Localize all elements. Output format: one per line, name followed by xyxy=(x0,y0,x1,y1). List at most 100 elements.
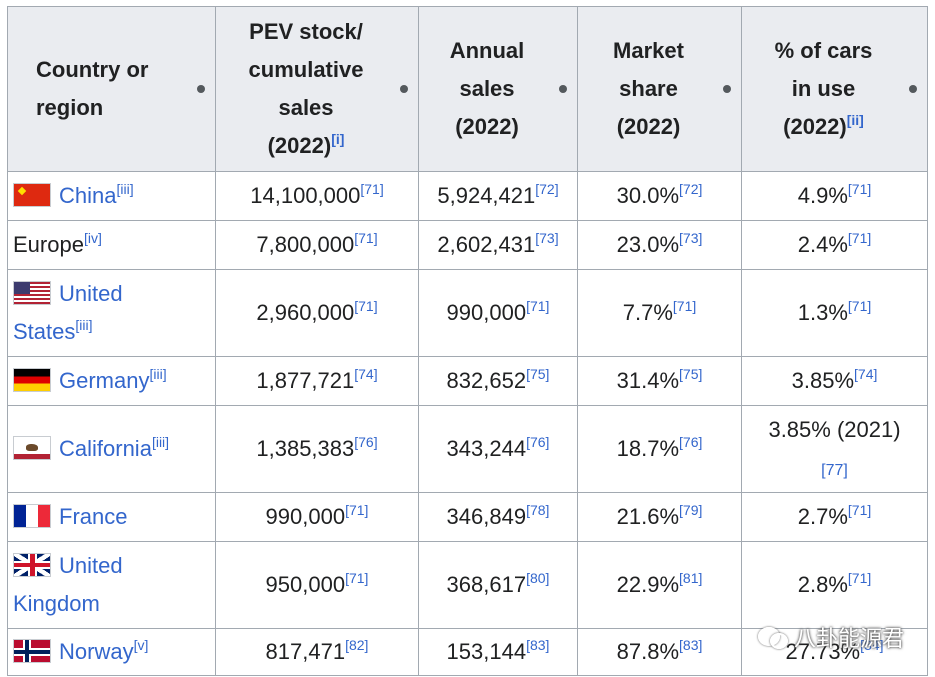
country-cell[interactable]: United States[iii] xyxy=(7,269,216,357)
stock-value: 990,000 xyxy=(265,504,346,529)
reference-link[interactable]: [74] xyxy=(854,366,878,382)
country-name[interactable]: United xyxy=(59,281,123,306)
reference-link[interactable]: [83] xyxy=(679,637,703,653)
country-name[interactable]: Kingdom xyxy=(13,591,100,616)
reference-link[interactable]: [71] xyxy=(354,230,378,246)
inuse-value: 27.73% xyxy=(785,639,861,664)
country-name[interactable]: France xyxy=(59,504,128,529)
country-name[interactable]: States xyxy=(13,319,76,344)
reference-link[interactable]: [82] xyxy=(345,637,369,653)
reference-link[interactable]: [84] xyxy=(860,637,884,653)
share-cell: 87.8%[83] xyxy=(577,628,742,676)
reference-link[interactable]: [75] xyxy=(526,366,550,382)
sales-value: 343,244 xyxy=(446,436,527,461)
sort-icon[interactable] xyxy=(197,85,205,93)
country-name[interactable]: Norway xyxy=(59,639,134,664)
sort-icon[interactable] xyxy=(909,85,917,93)
stock-cell: 817,471[82] xyxy=(215,628,419,676)
reference-link[interactable]: [71] xyxy=(360,181,384,197)
country-name: Europe xyxy=(13,232,84,257)
reference-link[interactable]: [iii] xyxy=(149,366,167,382)
inuse-value: 2.4% xyxy=(797,232,848,257)
reference-link[interactable]: [76] xyxy=(526,434,550,450)
reference-link[interactable]: [71] xyxy=(345,570,369,586)
reference-link[interactable]: [i] xyxy=(331,131,345,147)
inuse-cell: 3.85%[74] xyxy=(741,356,928,406)
reference-link[interactable]: [iii] xyxy=(116,181,134,197)
column-header-text: % of cars xyxy=(774,38,873,63)
stock-value: 7,800,000 xyxy=(256,232,355,257)
sort-icon[interactable] xyxy=(723,85,731,93)
sort-icon[interactable] xyxy=(400,85,408,93)
column-header-text: sales xyxy=(278,95,334,120)
reference-link[interactable]: [iii] xyxy=(151,434,170,450)
column-header-country[interactable]: Country or region xyxy=(7,6,216,172)
reference-link[interactable]: [iii] xyxy=(75,317,93,333)
inuse-cell: 1.3%[71] xyxy=(741,269,928,357)
reference-link[interactable]: [71] xyxy=(672,298,697,314)
country-cell[interactable]: Norway[v] xyxy=(7,628,216,676)
reference-link[interactable]: [ii] xyxy=(846,112,864,128)
sales-value: 832,652 xyxy=(446,368,527,393)
sales-value: 368,617 xyxy=(446,572,527,597)
flag-united-kingdom-icon xyxy=(13,553,51,577)
reference-link[interactable]: [71] xyxy=(847,502,872,518)
column-header-stock[interactable]: PEV stock/cumulative sales (2022)[i] xyxy=(215,6,419,172)
reference-link[interactable]: [72] xyxy=(679,181,703,197)
reference-link[interactable]: [71] xyxy=(526,298,550,314)
reference-link[interactable]: [79] xyxy=(679,502,703,518)
reference-link[interactable]: [v] xyxy=(133,637,149,653)
country-name[interactable]: Germany xyxy=(59,368,150,393)
reference-link[interactable]: [iv] xyxy=(83,230,102,246)
country-cell[interactable]: California[iii] xyxy=(7,405,216,493)
reference-link[interactable]: [71] xyxy=(354,298,378,314)
stock-cell: 1,385,383[76] xyxy=(215,405,419,493)
sales-cell: 343,244[76] xyxy=(418,405,578,493)
reference-link[interactable]: [76] xyxy=(354,434,378,450)
country-cell[interactable]: United Kingdom xyxy=(7,541,216,629)
reference-link[interactable]: [75] xyxy=(679,366,703,382)
country-cell[interactable]: Germany[iii] xyxy=(7,356,216,406)
reference-link[interactable]: [71] xyxy=(847,298,872,314)
column-header-text: Market xyxy=(613,38,684,63)
reference-link[interactable]: [76] xyxy=(679,434,703,450)
flag-norway-icon xyxy=(13,639,51,663)
sort-icon[interactable] xyxy=(559,85,567,93)
reference-link[interactable]: [78] xyxy=(526,502,550,518)
inuse-value: 4.9% xyxy=(797,183,848,208)
table-row: California[iii] 1,385,383[76] 343,244[76] 1… xyxy=(7,405,928,493)
reference-link[interactable]: [77] xyxy=(821,462,848,479)
country-name[interactable]: China xyxy=(59,183,117,208)
column-header-inuse[interactable]: % of cars in use (2022)[ii] xyxy=(741,6,928,172)
table-row: China[iii] 14,100,000[71] 5,924,421[72] 30.… xyxy=(7,171,928,221)
stock-cell: 990,000[71] xyxy=(215,492,419,542)
reference-link[interactable]: [71] xyxy=(847,570,872,586)
column-header-text: (2022) xyxy=(267,133,332,158)
reference-link[interactable]: [73] xyxy=(535,230,559,246)
share-cell: 22.9%[81] xyxy=(577,541,742,629)
reference-link[interactable]: [81] xyxy=(679,570,703,586)
stock-value: 14,100,000 xyxy=(250,183,361,208)
reference-link[interactable]: [74] xyxy=(354,366,378,382)
inuse-cell: 2.4%[71] xyxy=(741,220,928,270)
share-cell: 21.6%[79] xyxy=(577,492,742,542)
column-header-text: (2022) xyxy=(455,114,519,139)
pev-market-table: Country or region PEV stock/cumulative sale… xyxy=(7,6,928,676)
sales-cell: 990,000[71] xyxy=(418,269,578,357)
reference-link[interactable]: [71] xyxy=(847,181,872,197)
country-cell[interactable]: France xyxy=(7,492,216,542)
column-header-share[interactable]: Market share (2022) xyxy=(577,6,742,172)
country-name[interactable]: California xyxy=(59,436,152,461)
column-header-sales[interactable]: Annual sales (2022) xyxy=(418,6,578,172)
reference-link[interactable]: [73] xyxy=(679,230,703,246)
inuse-value: 2.7% xyxy=(797,504,848,529)
country-cell[interactable]: China[iii] xyxy=(7,171,216,221)
reference-link[interactable]: [71] xyxy=(345,502,369,518)
stock-cell: 14,100,000[71] xyxy=(215,171,419,221)
country-name[interactable]: United xyxy=(59,553,123,578)
reference-link[interactable]: [83] xyxy=(526,637,550,653)
reference-link[interactable]: [80] xyxy=(526,570,550,586)
share-cell: 7.7%[71] xyxy=(577,269,742,357)
reference-link[interactable]: [71] xyxy=(847,230,872,246)
reference-link[interactable]: [72] xyxy=(535,181,559,197)
